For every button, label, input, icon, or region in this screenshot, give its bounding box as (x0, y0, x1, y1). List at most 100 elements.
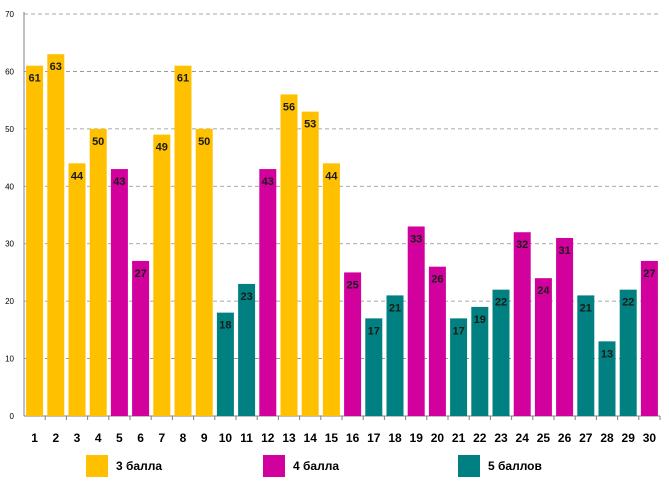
data-label: 26 (431, 274, 443, 286)
y-tick-label: 30 (5, 240, 14, 249)
bar (471, 306, 489, 416)
data-label: 56 (283, 101, 295, 113)
legend-swatch-5 (458, 455, 480, 477)
data-label: 53 (304, 119, 316, 131)
x-tick-label: 10 (219, 431, 233, 445)
y-tick-labels: 0 10 20 30 40 50 60 70 (5, 10, 14, 421)
bar (619, 289, 637, 416)
legend-item-4: 4 балла (263, 455, 339, 477)
data-label: 63 (50, 61, 62, 73)
bar (47, 54, 65, 416)
x-tick-label: 14 (304, 431, 318, 445)
bar (89, 128, 107, 416)
data-label: 31 (558, 245, 570, 257)
data-label: 21 (389, 302, 401, 314)
legend-label-3: 3 балла (116, 459, 163, 473)
data-label: 22 (495, 297, 507, 309)
bar (301, 111, 319, 416)
x-tick-label: 11 (240, 431, 253, 445)
data-label: 44 (71, 170, 84, 182)
y-tick-label: 20 (5, 297, 14, 306)
data-label: 27 (134, 268, 146, 280)
x-tick-label: 1 (31, 431, 38, 445)
data-label: 18 (219, 320, 231, 332)
x-tick-label: 12 (261, 431, 275, 445)
data-label: 17 (452, 325, 464, 337)
data-label: 44 (325, 170, 338, 182)
data-label: 19 (474, 314, 486, 326)
bar (450, 318, 468, 416)
y-tick-label: 70 (5, 10, 14, 19)
bar (386, 295, 404, 416)
x-tick-label: 9 (201, 431, 208, 445)
bar (174, 65, 192, 416)
bar (428, 266, 446, 416)
bar (68, 163, 86, 416)
data-label: 22 (622, 297, 634, 309)
legend-label-5: 5 баллов (488, 459, 542, 473)
x-tick-labels: 1 2 3 4 5 6 7 8 9 10 11 12 13 14 15 16 17 18 19 20 21 22 23 24 2… (31, 431, 656, 445)
x-tick-label: 24 (516, 431, 530, 445)
y-tick-label: 40 (5, 182, 14, 191)
x-tick-label: 18 (388, 431, 402, 445)
bar (365, 318, 383, 416)
data-label: 32 (516, 239, 528, 251)
bar (640, 260, 658, 416)
legend-item-5: 5 баллов (458, 455, 542, 477)
legend-swatch-3 (86, 455, 108, 477)
data-label: 61 (28, 73, 40, 85)
x-tick-label: 28 (600, 431, 614, 445)
x-tick-label: 30 (643, 431, 657, 445)
bar (153, 134, 171, 416)
data-label: 17 (368, 325, 380, 337)
bar (322, 163, 340, 416)
bar (26, 65, 44, 416)
bars (26, 54, 658, 417)
bar (132, 260, 150, 416)
x-tick-label: 26 (558, 431, 572, 445)
data-label: 33 (410, 233, 422, 245)
y-tick-label: 10 (5, 355, 14, 364)
bar (577, 295, 595, 416)
x-tick-label: 20 (431, 431, 445, 445)
bar (407, 226, 425, 416)
bar (513, 232, 531, 416)
x-tick-label: 22 (473, 431, 487, 445)
data-label: 49 (156, 142, 168, 154)
data-label: 61 (177, 73, 189, 85)
bar (259, 169, 277, 416)
x-tick-label: 29 (622, 431, 636, 445)
bar (344, 272, 362, 416)
data-label: 23 (240, 291, 252, 303)
bar (195, 128, 213, 416)
legend-swatch-4 (263, 455, 285, 477)
grid-lines (24, 13, 660, 359)
x-tick-label: 2 (52, 431, 59, 445)
bar (598, 341, 616, 416)
x-tick-label: 19 (410, 431, 424, 445)
y-tick-label: 0 (10, 412, 15, 421)
data-label: 25 (346, 279, 358, 291)
bar (556, 237, 574, 416)
data-label: 50 (92, 136, 104, 148)
x-tick-label: 5 (116, 431, 123, 445)
data-label: 50 (198, 136, 210, 148)
legend-item-3: 3 балла (86, 455, 162, 477)
x-tick-label: 4 (95, 431, 102, 445)
y-tick-label: 60 (5, 67, 14, 76)
data-label: 27 (643, 268, 655, 280)
bar (238, 283, 256, 416)
bar (534, 278, 552, 416)
bar (216, 312, 234, 416)
bar (110, 169, 128, 416)
data-label: 43 (113, 176, 125, 188)
x-tick-label: 25 (537, 431, 551, 445)
x-tick-label: 21 (452, 431, 466, 445)
x-tick-label: 8 (180, 431, 187, 445)
data-label: 21 (580, 302, 592, 314)
x-tick-label: 7 (158, 431, 165, 445)
data-label: 13 (601, 348, 613, 360)
data-labels: 61 63 44 50 43 27 49 61 50 18 23 43 56 53 44 25 17 21 33 26… (28, 61, 655, 360)
bar (492, 289, 510, 416)
